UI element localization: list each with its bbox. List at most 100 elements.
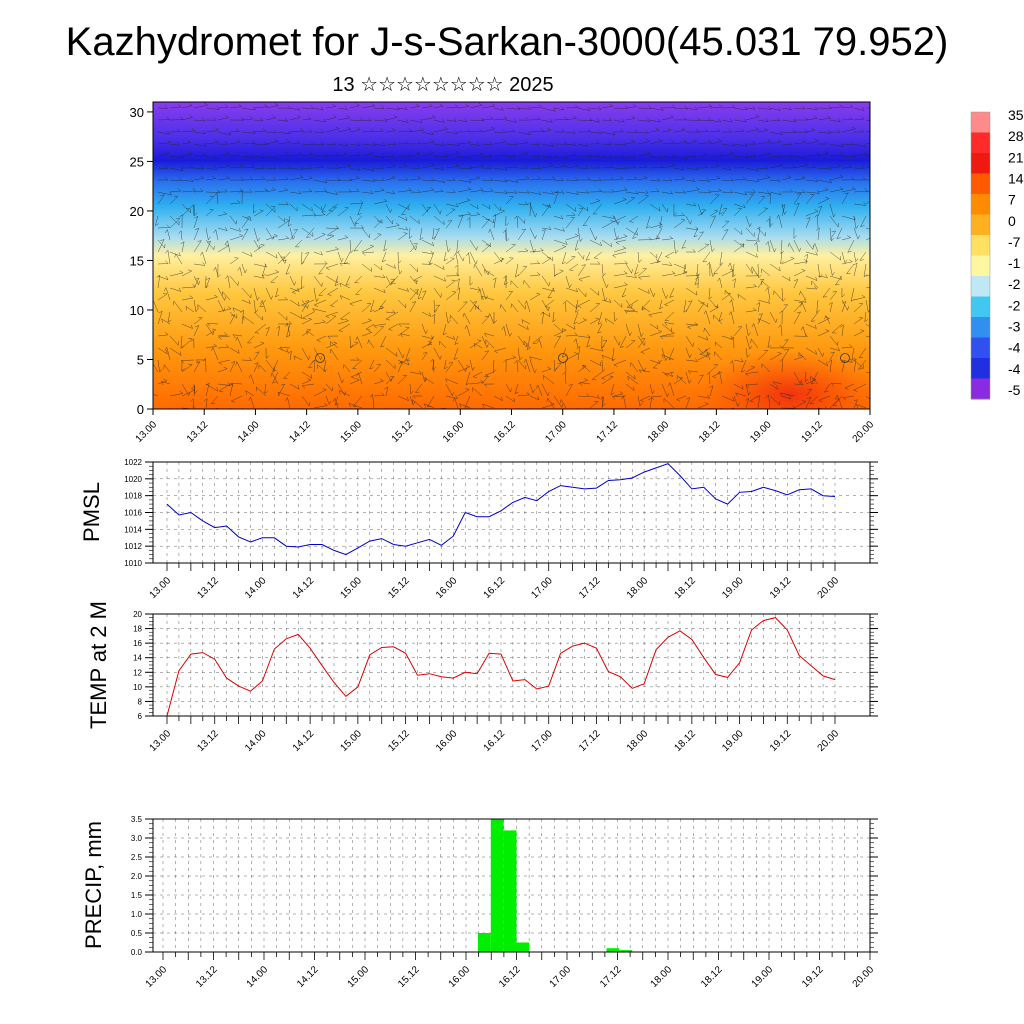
wind-barb [361,263,372,272]
wind-barb [553,323,563,333]
wind-barb-tick [546,256,551,259]
wind-barb-tick [332,115,337,118]
wind-barb [277,141,291,145]
wind-barb-tick [214,154,217,159]
wind-barb [637,166,648,169]
wind-barb-tick [693,153,697,158]
wind-barb [277,189,288,193]
wind-barb [169,155,184,159]
wind-barb-tick [777,177,781,182]
wind-barb [205,277,210,289]
wind-barb [469,105,483,109]
wind-barb [295,239,303,248]
wind-barb-tick [324,152,328,157]
wind-barb [627,375,639,385]
wind-barb [241,310,244,325]
wind-barb [685,203,696,207]
wind-barb [241,263,246,274]
wind-barb-tick [730,335,733,340]
wind-barb-tick [716,371,720,375]
wind-barb-tick [726,292,731,294]
wind-barb [340,311,351,320]
wind-barb [601,340,608,349]
wind-barb-tick [312,212,317,216]
wind-barb-tick [849,116,853,120]
wind-barb-tick [312,308,315,313]
wind-barb-tick [195,228,199,230]
wind-barb-tick [853,262,858,266]
wind-barb [575,338,579,349]
wind-barb [365,323,375,330]
wind-barb [493,179,507,182]
wind-barb-tick [476,211,480,215]
wind-barb-tick [825,196,830,199]
wind-barb [481,203,491,210]
wind-barb-tick [561,244,566,247]
wind-barb-tick [273,177,277,181]
wind-barb-tick [425,329,428,334]
wind-barb [529,383,534,393]
wind-barb-tick [444,153,448,157]
wind-barb-tick [188,103,193,106]
wind-barb-tick [612,396,616,400]
wind-barb [547,397,555,409]
wind-barb [638,275,651,278]
wind-barb [709,190,722,193]
wind-barb [433,275,446,282]
wind-barb-tick [562,301,566,305]
wind-barb [505,119,517,123]
wind-barb [481,219,490,229]
wind-barb-tick [620,176,624,180]
wind-barb [218,359,231,363]
wind-barb-tick [191,385,195,389]
wind-barb-tick [403,232,408,234]
wind-barb-tick [288,350,292,354]
wind-barb-tick [683,116,687,121]
wind-barb [397,203,410,210]
p2-y-tick-label: 1022 [124,458,142,467]
wind-barb-tick [718,188,722,192]
wind-barb [829,302,833,313]
wind-barb [757,279,765,289]
wind-barb-tick [604,297,608,302]
wind-barb-tick [217,274,221,278]
wind-barb-tick [179,214,183,218]
wind-barb-tick [371,103,375,107]
section-y-tick-label: 10 [130,303,144,318]
wind-barb-tick [752,269,754,274]
wind-barb-tick [787,175,792,178]
wind-barb-tick [158,311,163,314]
wind-barb [805,118,818,121]
wind-barb-tick [167,130,170,135]
wind-barb [205,329,216,337]
wind-barb [625,197,636,205]
wind-barb [432,227,435,239]
wind-barb-tick [646,139,650,142]
wind-barb [625,340,636,349]
wind-barb [853,190,868,193]
wind-barb [697,179,710,182]
wind-barb-tick [664,374,669,377]
wind-barb [397,215,408,221]
wind-barb [481,190,494,193]
wind-barb [621,287,627,298]
wind-barb [181,270,192,277]
wind-barb-tick [721,411,724,413]
wind-barb [524,340,531,349]
wind-barb [529,250,544,253]
wind-barb [493,191,508,194]
wind-barb-tick [524,300,527,305]
wind-barb [181,241,185,253]
wind-barb-tick [486,343,489,348]
wind-barb [817,153,829,157]
wind-barb-tick [605,318,607,323]
wind-barb-tick [320,129,324,133]
wind-barb-tick [872,196,876,197]
wind-barb [769,311,777,323]
wind-barb [352,359,363,369]
wind-barb-tick [388,329,393,331]
wind-barb-tick [631,304,633,309]
colorbar-label: -4 [1008,361,1021,377]
wind-barb [205,383,218,392]
